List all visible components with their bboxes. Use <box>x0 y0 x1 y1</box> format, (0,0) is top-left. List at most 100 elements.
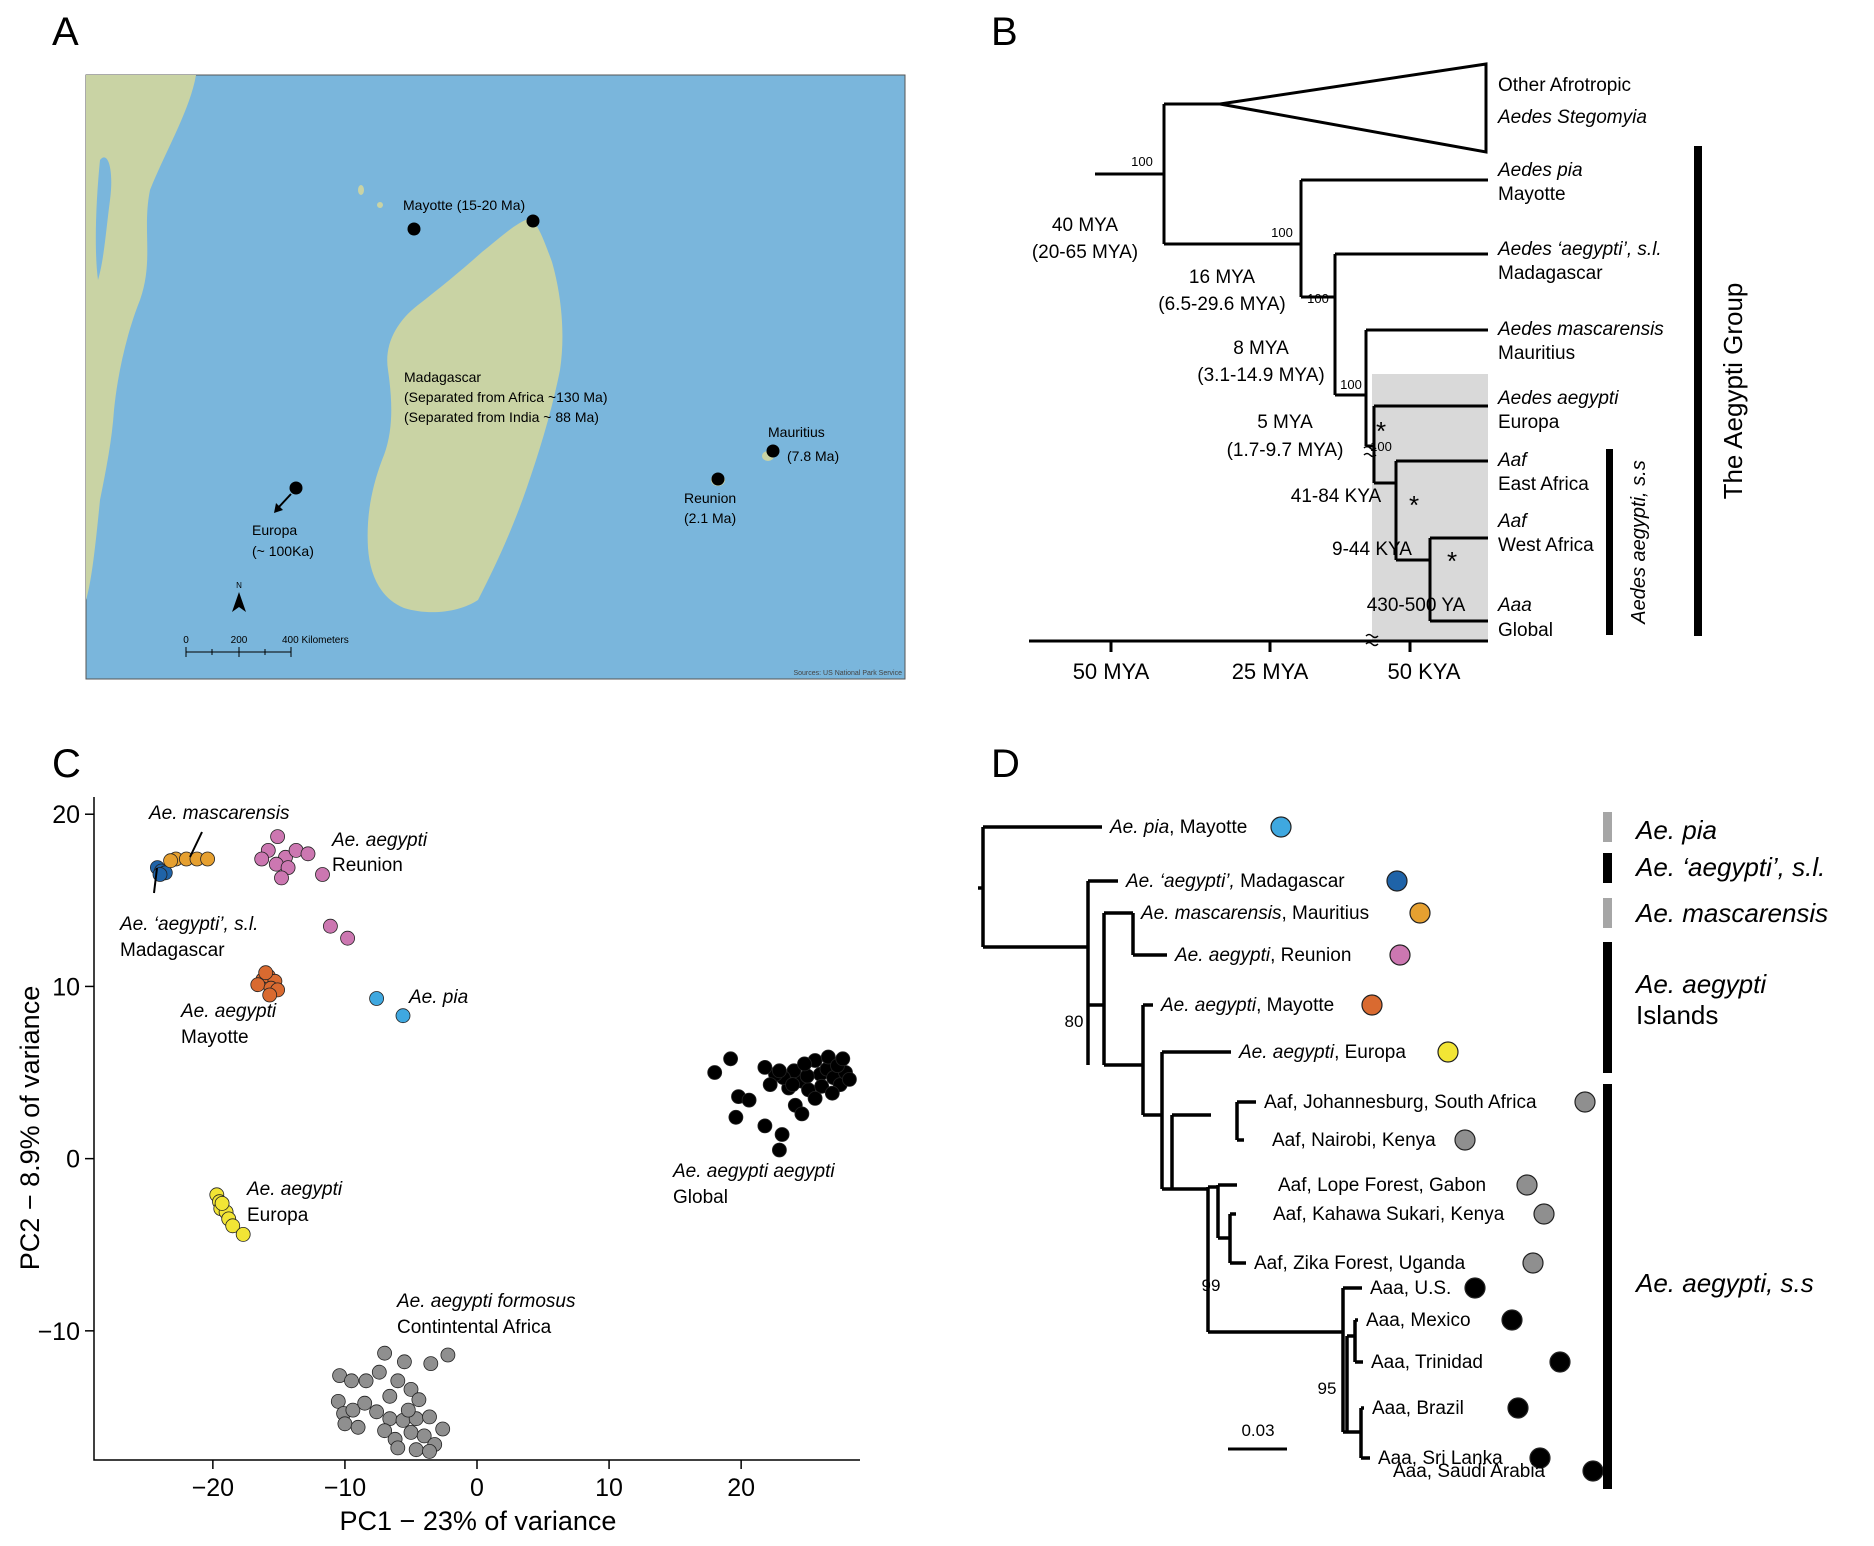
pca-point <box>340 930 356 946</box>
y-tick-label: 0 <box>66 1146 80 1174</box>
clade-bar-mascarensis <box>1603 898 1612 928</box>
pca-point <box>345 1402 361 1418</box>
support-16mya: 100 <box>1271 225 1293 240</box>
leaf-color-dot <box>1533 1203 1555 1225</box>
tip-waf-species: Aaf <box>1497 511 1528 532</box>
madagascar-land <box>367 218 563 613</box>
pca-point <box>163 853 179 869</box>
leaf-label: Aaa, Trinidad <box>1371 1352 1483 1373</box>
pca-point <box>411 1392 427 1408</box>
tip-mad-location: Madagascar <box>1498 263 1603 284</box>
pca-point <box>300 846 316 862</box>
date-41-84-kya: 41-84 KYA <box>1291 486 1382 507</box>
panel-a-letter: A <box>52 10 79 54</box>
leaf-color-dot <box>1516 1174 1538 1196</box>
north-arrow-icon <box>232 592 246 612</box>
leaf-color-dot <box>1549 1351 1571 1373</box>
pca-point <box>369 991 385 1006</box>
group-label-aaf: Contintental Africa <box>397 1317 552 1338</box>
leaf-label: Aaa, U.S. <box>1370 1278 1451 1299</box>
leaf-color-dot <box>1464 1277 1486 1299</box>
pca-point <box>794 1106 810 1122</box>
group-label-reunion-species: Ae. aegypti <box>331 830 428 851</box>
leader-madagascar <box>153 867 158 894</box>
leaf-color-dot <box>1574 1091 1596 1113</box>
date-430-500-ya: 430-500 YA <box>1367 595 1466 616</box>
support-80: 80 <box>1065 1012 1084 1031</box>
x-tick-label: 20 <box>727 1474 755 1502</box>
leaf-color-dot <box>1386 870 1408 892</box>
pca-point <box>757 1060 773 1075</box>
pca-point <box>377 1423 393 1439</box>
leaf-label: Aaf, Johannesburg, South Africa <box>1264 1092 1537 1113</box>
leaf-label: Ae. aegypti, Reunion <box>1174 945 1351 966</box>
scale-tick-0: 0 <box>183 635 189 646</box>
aegypti-group-bar <box>1694 146 1702 636</box>
tip-pia-location: Mayotte <box>1498 184 1566 205</box>
label-madagascar: Madagascar <box>404 369 481 385</box>
axis-50-mya: 50 MYA <box>1073 659 1150 684</box>
date-16-mya-range: (6.5-29.6 MYA) <box>1158 294 1285 315</box>
pca-point <box>400 1402 416 1418</box>
leaf-label: Aaf, Lope Forest, Gabon <box>1278 1175 1486 1196</box>
group-label-aaa: Global <box>673 1187 728 1208</box>
pca-point <box>315 867 330 882</box>
pca-point <box>396 1354 412 1370</box>
clade-label-madagascar: Ae. ‘aegypti’, s.l. <box>1634 852 1825 882</box>
x-tick-label: 10 <box>595 1474 623 1502</box>
date-5-mya: 5 MYA <box>1257 412 1313 433</box>
group-label-madagascar: Madagascar <box>120 940 225 961</box>
pca-axis-lines <box>93 797 860 1461</box>
star-41kya: * <box>1409 490 1419 520</box>
tip-aedes-stegomyia: Aedes Stegomyia <box>1497 107 1647 128</box>
lake-malawi <box>95 157 112 280</box>
leaf-label: Ae. aegypti, Europa <box>1238 1042 1406 1063</box>
panel-c: C −20 −10 0 10 20 −10 0 10 20 PC1 − 23% of vari… <box>15 742 860 1536</box>
pca-point <box>772 1063 787 1079</box>
site-north-madagascar-dot <box>526 214 540 228</box>
y-axis-label: PC2 − 8.9% of variance <box>15 986 45 1270</box>
ss-label: Aedes aegypti, s.s <box>1628 460 1650 624</box>
y-tick-label: 20 <box>52 801 80 829</box>
clade-bar-pia <box>1603 812 1612 842</box>
label-europa: Europa <box>252 522 297 538</box>
pca-point <box>369 1404 385 1420</box>
panel-c-letter: C <box>52 742 81 786</box>
group-label-aaf-species: Ae. aegypti formosus <box>396 1291 576 1312</box>
pca-point <box>258 965 274 981</box>
pca-point <box>274 870 289 886</box>
x-tick-label: 0 <box>470 1474 484 1502</box>
phylogeny <box>978 825 1370 1460</box>
leaf-color-dot <box>1437 1041 1459 1063</box>
leaf-label: Aaf, Nairobi, Kenya <box>1272 1130 1436 1151</box>
pca-point <box>350 1419 366 1435</box>
pca-point <box>707 1065 723 1080</box>
comoros-island <box>377 202 383 208</box>
ss-bar <box>1606 449 1613 635</box>
support-8mya: 100 <box>1307 291 1329 306</box>
pca-point <box>741 1092 757 1108</box>
leaf-color-dot <box>1529 1447 1551 1469</box>
leaf-label: Ae. ‘aegypti’, Madagascar <box>1125 871 1345 892</box>
pca-point <box>408 1442 424 1458</box>
tip-mad-species: Aedes ‘aegypti’, s.l. <box>1497 239 1662 260</box>
clade-bar-madagascar <box>1603 853 1612 883</box>
pca-point <box>390 1440 406 1456</box>
pca-point <box>762 1077 778 1092</box>
leaf-label: Aaa, Brazil <box>1372 1398 1464 1419</box>
site-mayotte-dot <box>407 222 421 236</box>
leaf-label: Aaa, Sri Lanka <box>1378 1448 1503 1469</box>
panel-d-letter: D <box>991 742 1020 786</box>
date-8-mya: 8 MYA <box>1233 338 1289 359</box>
label-europa-age: (~ 100Ka) <box>252 543 314 559</box>
scale-tick-400: 400 Kilometers <box>282 635 349 646</box>
leaf-label: Ae. mascarensis, Mauritius <box>1140 903 1369 924</box>
group-label-mayotte: Mayotte <box>181 1027 249 1048</box>
pca-point <box>774 1127 790 1142</box>
leaf-label: Aaa, Saudi Arabia <box>1393 1461 1546 1482</box>
label-mayotte: Mayotte (15-20 Ma) <box>403 197 525 213</box>
pca-point <box>785 1077 800 1092</box>
leaf-label: Ae. pia, Mayotte <box>1109 817 1247 838</box>
pca-point <box>358 1373 374 1389</box>
axis-50-kya: 50 KYA <box>1388 659 1461 684</box>
